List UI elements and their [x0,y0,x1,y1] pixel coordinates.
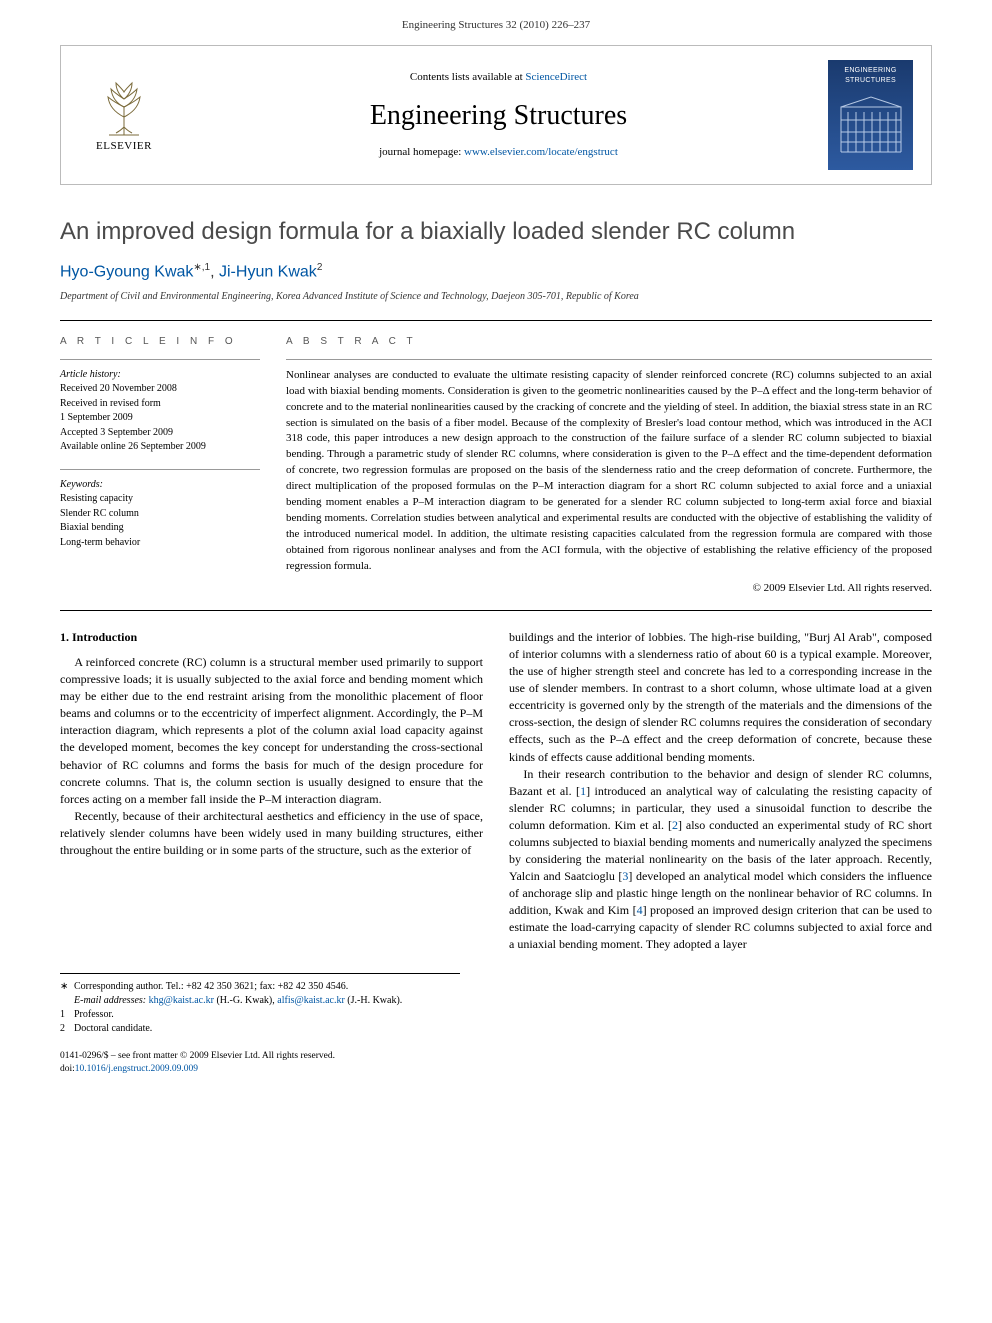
intro-heading: 1. Introduction [60,629,483,646]
footnote-1: 1 Professor. [60,1008,460,1022]
keyword: Slender RC column [60,507,260,522]
journal-masthead: ELSEVIER Contents lists available at Sci… [60,45,932,185]
history-revised-line1: Received in revised form [60,397,260,412]
footnote-marker: ∗ [60,980,74,994]
history-received: Received 20 November 2008 [60,382,260,397]
author-1-markers: ∗,1 [193,262,210,273]
history-accepted: Accepted 3 September 2009 [60,426,260,441]
abstract-block: A B S T R A C T Nonlinear analyses are c… [286,335,932,597]
doi-prefix: doi: [60,1064,75,1074]
body-paragraph: In their research contribution to the be… [509,766,932,953]
author-sep: , [210,263,219,280]
journal-cover-thumb: ENGINEERING STRUCTURES [828,60,913,170]
body-col-right: buildings and the interior of lobbies. T… [509,629,932,953]
divider [60,610,932,611]
page-footer: 0141-0296/$ – see front matter © 2009 El… [60,1050,932,1076]
affiliation: Department of Civil and Environmental En… [60,290,932,304]
email-label: E-mail addresses: [74,995,149,1006]
homepage-link[interactable]: www.elsevier.com/locate/engstruct [464,146,618,158]
keyword: Resisting capacity [60,492,260,507]
sciencedirect-link[interactable]: ScienceDirect [525,71,587,83]
email-link[interactable]: khg@kaist.ac.kr [149,995,214,1006]
footnote-text: Doctoral candidate. [74,1022,152,1036]
footnote-text: Professor. [74,1008,114,1022]
abstract-heading: A B S T R A C T [286,335,932,349]
author-link-2[interactable]: Ji-Hyun Kwak [219,263,317,280]
contents-prefix: Contents lists available at [410,71,525,83]
footnote-2: 2 Doctoral candidate. [60,1022,460,1036]
footnote-marker: 2 [60,1022,74,1036]
masthead-center: Contents lists available at ScienceDirec… [169,70,828,160]
info-abstract-row: A R T I C L E I N F O Article history: R… [60,321,932,611]
elsevier-tree-icon [94,77,154,137]
history-block: Article history: Received 20 November 20… [60,368,260,455]
homepage-prefix: journal homepage: [379,146,464,158]
body-col-left: 1. Introduction A reinforced concrete (R… [60,629,483,953]
footnote-marker: 1 [60,1008,74,1022]
cover-title: ENGINEERING STRUCTURES [828,66,913,86]
body-paragraph: buildings and the interior of lobbies. T… [509,629,932,765]
article-info-block: A R T I C L E I N F O Article history: R… [60,335,260,597]
article-title: An improved design formula for a biaxial… [60,215,932,249]
email-link[interactable]: alfis@kaist.ac.kr [277,995,345,1006]
email-who: (H.-G. Kwak), [214,995,277,1006]
history-label: Article history: [60,368,260,383]
footnotes-block: ∗ Corresponding author. Tel.: +82 42 350… [60,973,460,1036]
footnote-text: Corresponding author. Tel.: +82 42 350 3… [74,980,348,994]
abstract-text: Nonlinear analyses are conducted to eval… [286,368,932,575]
history-online: Available online 26 September 2009 [60,440,260,455]
article-info-heading: A R T I C L E I N F O [60,335,260,349]
authors-line: Hyo-Gyoung Kwak∗,1, Ji-Hyun Kwak2 [60,261,932,284]
keyword: Biaxial bending [60,521,260,536]
author-link-1[interactable]: Hyo-Gyoung Kwak [60,263,193,280]
publisher-label: ELSEVIER [96,139,152,154]
body-paragraph: A reinforced concrete (RC) column is a s… [60,654,483,807]
history-revised-line2: 1 September 2009 [60,411,260,426]
email-who: (J.-H. Kwak). [345,995,403,1006]
cover-bridge-icon [836,92,906,162]
footnote-corr: ∗ Corresponding author. Tel.: +82 42 350… [60,980,460,994]
body-paragraph: Recently, because of their architectural… [60,808,483,859]
homepage-line: journal homepage: www.elsevier.com/locat… [169,145,828,160]
journal-name: Engineering Structures [169,96,828,135]
body-columns: 1. Introduction A reinforced concrete (R… [60,629,932,953]
running-header: Engineering Structures 32 (2010) 226–237 [0,0,992,45]
contents-available-line: Contents lists available at ScienceDirec… [169,70,828,85]
publisher-block: ELSEVIER [79,77,169,154]
footnote-emails: E-mail addresses: khg@kaist.ac.kr (H.-G.… [60,994,460,1008]
abstract-copyright: © 2009 Elsevier Ltd. All rights reserved… [286,581,932,596]
keywords-label: Keywords: [60,478,260,493]
doi-link[interactable]: 10.1016/j.engstruct.2009.09.009 [75,1064,198,1074]
keyword: Long-term behavior [60,536,260,551]
footer-copyright-line: 0141-0296/$ – see front matter © 2009 El… [60,1050,932,1063]
author-2-markers: 2 [317,262,323,273]
keywords-block: Keywords: Resisting capacity Slender RC … [60,478,260,551]
